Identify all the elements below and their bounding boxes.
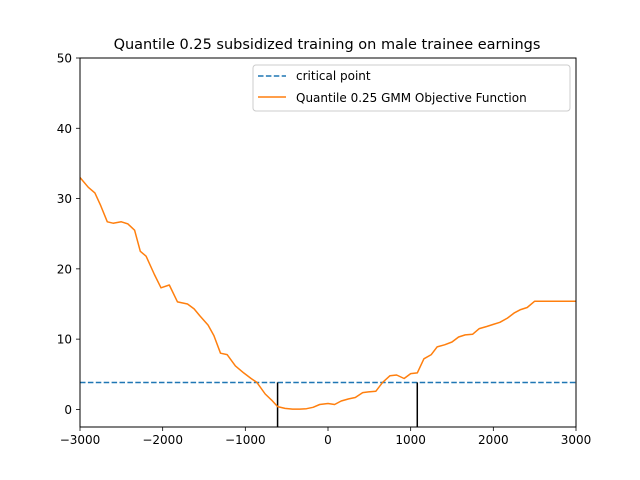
legend-box bbox=[252, 64, 571, 112]
y-tick-label: 20 bbox=[57, 262, 72, 276]
x-tick-label: 0 bbox=[324, 433, 332, 447]
y-tick-label: 0 bbox=[64, 403, 72, 417]
x-tick-label: −2000 bbox=[142, 433, 183, 447]
y-tick-label: 30 bbox=[57, 192, 72, 206]
x-axis: −3000 −2000 −1000 0 1000 2000 3000 bbox=[60, 427, 592, 447]
x-tick-label: −1000 bbox=[225, 433, 266, 447]
x-tick-label: 1000 bbox=[395, 433, 426, 447]
legend: critical point Quantile 0.25 GMM Objecti… bbox=[252, 64, 571, 112]
x-tick-label: −3000 bbox=[60, 433, 101, 447]
y-tick-label: 10 bbox=[57, 333, 72, 347]
legend-label-critical-point: critical point bbox=[296, 69, 371, 83]
x-tick-label: 2000 bbox=[478, 433, 509, 447]
y-tick-label: 50 bbox=[57, 52, 72, 66]
x-tick-label: 3000 bbox=[561, 433, 592, 447]
objective-function-line bbox=[79, 177, 576, 410]
axes-frame bbox=[79, 57, 577, 428]
y-axis: 0 10 20 30 40 50 bbox=[57, 52, 80, 417]
chart-title: Quantile 0.25 subsidized training on mal… bbox=[114, 37, 541, 53]
legend-label-objective-function: Quantile 0.25 GMM Objective Function bbox=[296, 91, 527, 105]
plot-area bbox=[79, 177, 576, 427]
y-tick-label: 40 bbox=[57, 122, 72, 136]
